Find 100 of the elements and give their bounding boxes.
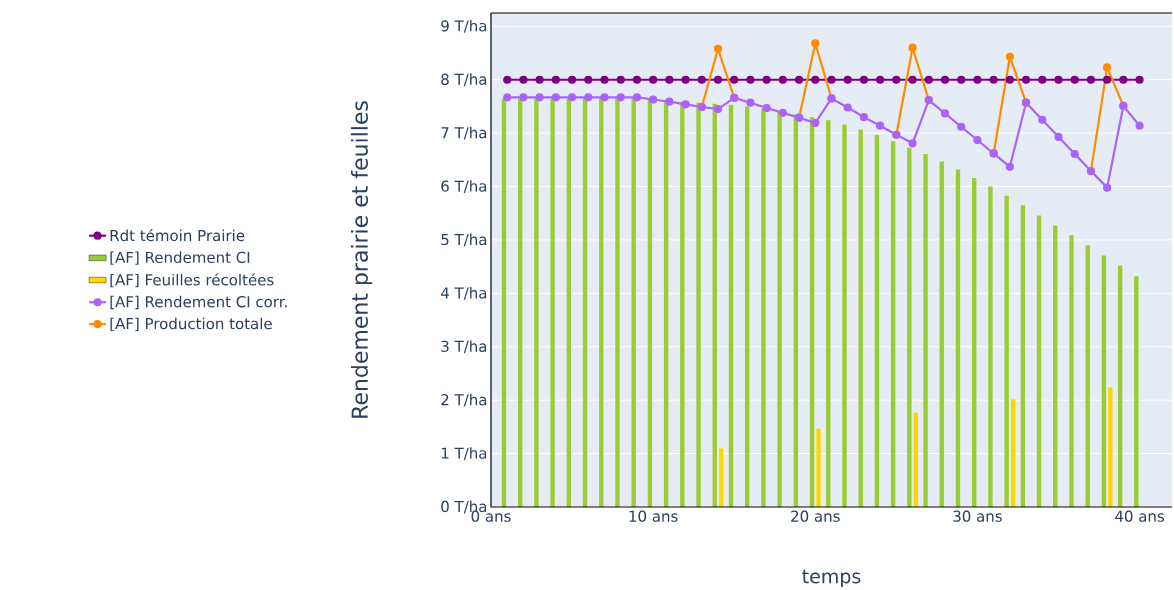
point [1070, 149, 1079, 158]
bar [615, 98, 620, 507]
legend-label: [AF] Rendement CI [110, 251, 250, 265]
y-tick-label: 3 T/ha [441, 340, 487, 353]
point [616, 75, 625, 84]
point [746, 75, 755, 84]
point [519, 75, 528, 84]
point [1135, 121, 1144, 130]
bar [955, 169, 961, 507]
bar [1085, 245, 1090, 507]
bar [712, 103, 717, 507]
point [551, 75, 560, 84]
point [843, 75, 852, 84]
point [973, 75, 982, 84]
point [1005, 52, 1014, 61]
y-tick-label: 7 T/ha [441, 126, 487, 140]
point [762, 75, 771, 84]
point [989, 75, 998, 84]
bar [923, 153, 928, 507]
y-tick-label: 8 T/ha [441, 73, 487, 86]
point [681, 75, 690, 84]
point [1103, 75, 1112, 84]
point [503, 75, 512, 84]
point [649, 95, 658, 104]
point [1103, 183, 1112, 192]
y-tick-label: 4 T/ha [440, 286, 487, 300]
bar [972, 177, 977, 507]
bar [1020, 205, 1026, 507]
point [892, 75, 901, 84]
point [778, 108, 787, 117]
bar [566, 98, 572, 507]
bar [1036, 215, 1042, 507]
point [1021, 75, 1031, 84]
y-tick-label: 2 T/ha [441, 393, 487, 407]
bar [680, 101, 685, 507]
point [503, 93, 512, 102]
bar [826, 120, 831, 507]
point [1103, 63, 1112, 72]
point [940, 109, 950, 118]
bar [582, 98, 588, 507]
point [697, 75, 706, 84]
bar [1053, 225, 1058, 507]
point [811, 75, 820, 84]
point [1005, 162, 1014, 171]
point [908, 43, 917, 52]
point [811, 118, 820, 127]
legend-label: Rdt témoin Prairie [110, 228, 245, 241]
point [762, 103, 771, 112]
point [1086, 75, 1096, 84]
point [584, 93, 593, 102]
point [665, 97, 674, 106]
y-tick-label: 5 T/ha [441, 233, 487, 247]
point [924, 75, 933, 84]
bar [777, 111, 782, 507]
bar [842, 124, 847, 507]
x-tick-label: 40 ans [1115, 510, 1165, 522]
point [1005, 75, 1014, 84]
x-tick-label: 10 ans [629, 510, 678, 522]
point [973, 135, 982, 144]
point [600, 75, 609, 84]
bar [631, 98, 636, 507]
bar [1117, 265, 1123, 507]
bar [1101, 255, 1107, 507]
legend-label: [AF] Feuilles récoltées [110, 273, 274, 288]
bar [719, 448, 724, 507]
bar [793, 114, 799, 507]
point [811, 39, 820, 48]
point [567, 75, 577, 84]
bar [890, 140, 896, 507]
point [1054, 75, 1063, 84]
point [1054, 132, 1063, 141]
bar [745, 106, 750, 507]
point [1038, 75, 1047, 84]
point [908, 75, 917, 84]
point [600, 93, 609, 102]
bar [1134, 276, 1139, 507]
point [713, 104, 723, 114]
point [1119, 75, 1128, 84]
bar [907, 147, 912, 507]
point [1070, 75, 1079, 84]
bar [599, 98, 604, 507]
point [1135, 75, 1144, 84]
bar [1010, 398, 1016, 507]
point [1038, 115, 1047, 124]
point [908, 139, 917, 148]
point [794, 75, 804, 84]
bar [647, 99, 653, 507]
bar [858, 129, 863, 507]
x-tick-label: 20 ans [791, 510, 840, 522]
point [551, 93, 560, 102]
bar [550, 98, 555, 507]
point [957, 122, 966, 131]
bar [663, 100, 669, 507]
point [827, 75, 836, 84]
point [746, 98, 755, 107]
bar [913, 412, 919, 507]
point [876, 75, 885, 84]
bar [1004, 195, 1009, 507]
point [616, 93, 625, 102]
bar [501, 98, 507, 507]
